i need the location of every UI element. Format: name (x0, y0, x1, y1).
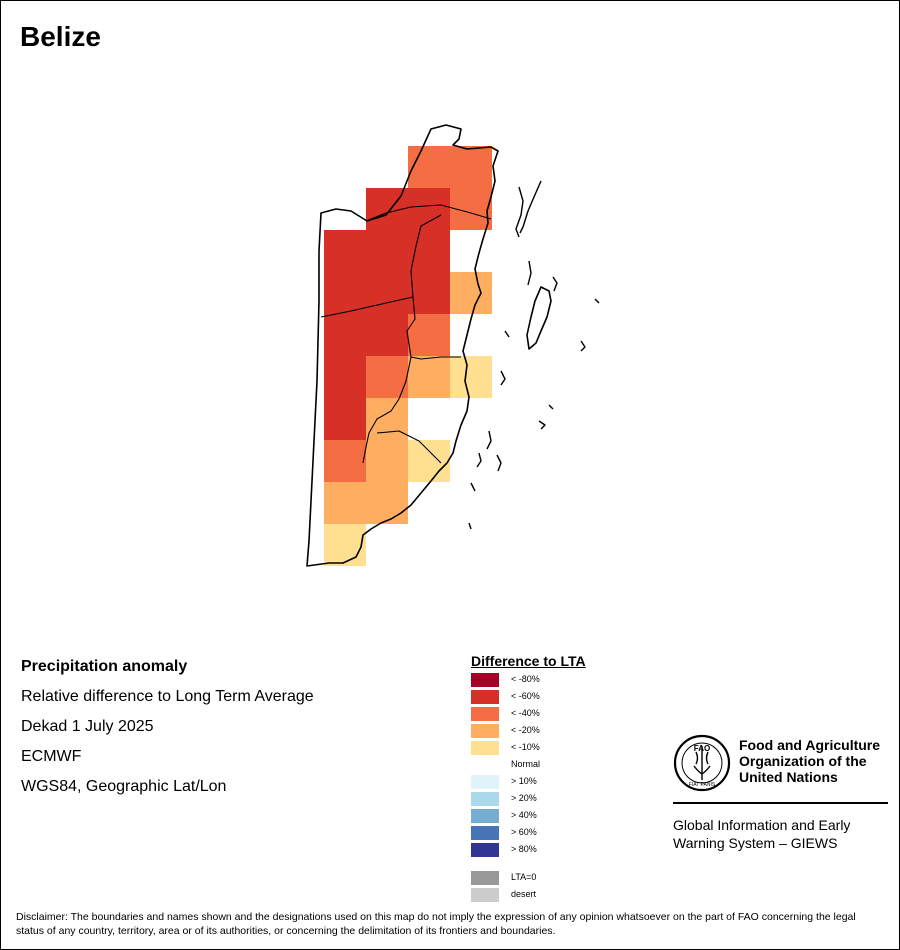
anomaly-cell-lt60 (408, 230, 450, 272)
caye-12 (496, 454, 502, 472)
legend-swatch (471, 707, 499, 721)
legend-label: > 80% (511, 844, 537, 854)
anomaly-cell-lt20 (408, 356, 450, 398)
legend-label: < -60% (511, 691, 540, 701)
anomaly-cell-lt20 (450, 272, 492, 314)
anomaly-cell-lt60 (324, 314, 366, 356)
caye-15 (500, 370, 506, 386)
caye-8 (548, 404, 554, 410)
legend-swatch (471, 690, 499, 704)
legend-swatch (471, 843, 499, 857)
country-title: Belize (20, 21, 101, 52)
caye-4 (526, 286, 552, 350)
caye-13 (470, 482, 476, 492)
anomaly-cell-lt20 (366, 482, 408, 524)
anomaly-cell-lt40 (324, 440, 366, 482)
caye-2 (519, 180, 542, 234)
legend-swatch (471, 809, 499, 823)
anomaly-cell-lt10 (408, 440, 450, 482)
anomaly-cell-lt40 (408, 314, 450, 356)
anomaly-cell-lt20 (366, 440, 408, 482)
legend-label: > 10% (511, 776, 537, 786)
legend-label: Normal (511, 759, 541, 769)
anomaly-cell-lt60 (366, 230, 408, 272)
anomaly-cell-lt60 (324, 230, 366, 272)
legend-swatch (471, 724, 499, 738)
giews-line1: Global Information and Early (673, 817, 851, 833)
legend-swatch (471, 826, 499, 840)
anomaly-cell-lt40 (366, 356, 408, 398)
legend-label: > 20% (511, 793, 537, 803)
district-border-2 (365, 204, 492, 222)
fao-organization-name: Food and Agriculture Organization of the… (739, 737, 880, 785)
caye-14 (468, 522, 472, 530)
legend-swatch (471, 871, 499, 885)
info-projection: WGS84, Geographic Lat/Lon (21, 778, 227, 795)
anomaly-cell-lt20 (324, 482, 366, 524)
district-border-3 (410, 214, 442, 298)
legend-swatch (471, 775, 499, 789)
anomaly-cell-lt40 (408, 146, 450, 188)
caye-7 (580, 340, 586, 352)
info-description: Relative difference to Long Term Average (21, 688, 314, 705)
anomaly-cell-lt60 (366, 314, 408, 356)
caye-9 (538, 420, 546, 430)
caye-16 (504, 330, 510, 338)
giews-label: Global Information and Early Warning Sys… (673, 816, 850, 852)
anomaly-cell-lt40 (450, 146, 492, 188)
national-border (306, 124, 499, 567)
caye-6 (594, 298, 600, 304)
legend-label: < -10% (511, 742, 540, 752)
caye-11 (476, 452, 482, 468)
legend-label: > 60% (511, 827, 537, 837)
caye-3 (527, 260, 532, 286)
fao-logo-icon: FAO FIAT PANIS (673, 734, 731, 792)
belize-outline (306, 124, 600, 567)
legend-title: Difference to LTA (471, 653, 586, 669)
fao-name-line3: United Nations (739, 769, 838, 785)
anomaly-cell-lt10 (450, 356, 492, 398)
fao-name-line2: Organization of the (739, 753, 867, 769)
district-border-5 (376, 430, 442, 464)
anomaly-cell-lt60 (366, 272, 408, 314)
anomaly-cell-lt60 (324, 272, 366, 314)
info-title: Precipitation anomaly (21, 658, 188, 675)
info-source: ECMWF (21, 748, 82, 765)
anomaly-cell-lt60 (324, 398, 366, 440)
legend-label: desert (511, 889, 537, 899)
district-border-1 (320, 296, 461, 360)
fao-name-line1: Food and Agriculture (739, 737, 881, 753)
anomaly-grid (324, 146, 492, 566)
legend-swatch (471, 888, 499, 902)
info-period: Dekad 1 July 2025 (21, 718, 154, 735)
fao-logo-letters: FAO (694, 744, 710, 753)
legend-label: < -80% (511, 674, 540, 684)
anomaly-cell-lt60 (408, 272, 450, 314)
caye-5 (552, 276, 558, 292)
legend-swatch (471, 758, 499, 772)
legend-label: < -20% (511, 725, 540, 735)
legend-label: LTA=0 (511, 872, 537, 882)
legend-swatch (471, 673, 499, 687)
fao-divider (673, 802, 888, 804)
fao-logo-motto: FIAT PANIS (689, 782, 716, 788)
anomaly-cell-lt10 (324, 524, 366, 566)
legend-label: > 40% (511, 810, 537, 820)
district-border-4 (362, 356, 412, 464)
disclaimer: Disclaimer: The boundaries and names sho… (16, 911, 856, 937)
anomaly-cell-lt20 (366, 398, 408, 440)
anomaly-cell-lt60 (324, 356, 366, 398)
legend-label: < -40% (511, 708, 540, 718)
legend-swatch (471, 741, 499, 755)
legend-swatch (471, 792, 499, 806)
caye-1 (515, 186, 524, 238)
anomaly-cell-lt60 (408, 188, 450, 230)
giews-line2: Warning System – GIEWS (673, 835, 838, 851)
caye-10 (486, 430, 492, 450)
